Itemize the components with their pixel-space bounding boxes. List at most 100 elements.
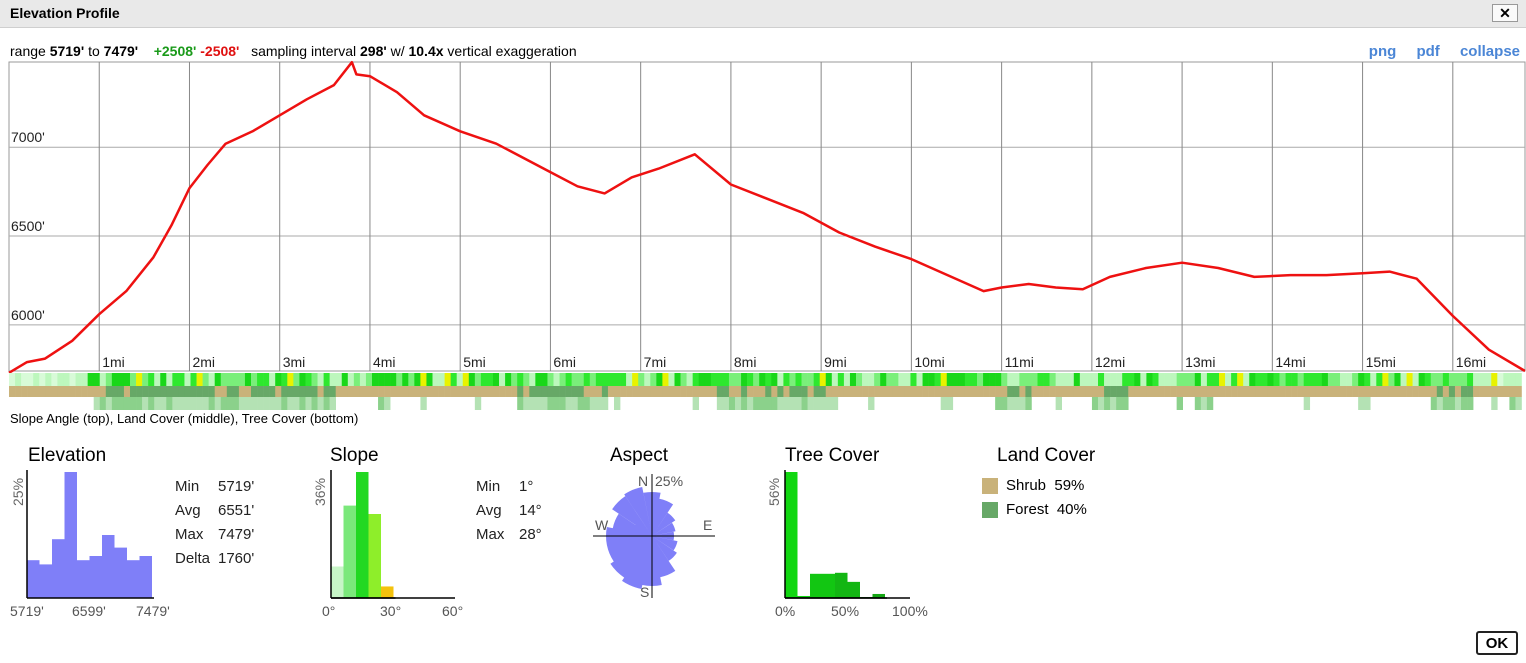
slope-cell xyxy=(408,373,415,386)
slope-bar xyxy=(356,472,369,598)
tree-cover-cell xyxy=(311,397,318,410)
slope-cell xyxy=(281,373,288,386)
land-cover-cell xyxy=(535,386,542,397)
slope-cell xyxy=(607,373,615,386)
slope-cell xyxy=(232,373,240,386)
land-cover-cell xyxy=(656,386,663,397)
land-cover-cell xyxy=(849,386,857,397)
tree-cover-cell xyxy=(287,397,294,410)
close-button[interactable]: ✕ xyxy=(1492,4,1518,22)
land-cover-cell xyxy=(1073,386,1081,397)
land-cover-cell xyxy=(1285,386,1292,397)
elevation-bar xyxy=(114,547,127,598)
land-cover-row: Forest 40% xyxy=(982,501,1087,518)
stat-value: 7479' xyxy=(218,526,255,543)
slope-cell xyxy=(1013,373,1020,386)
land-cover-cell xyxy=(837,386,845,397)
land-cover-cell xyxy=(517,386,524,397)
x-tick-label: 5mi xyxy=(463,354,486,370)
slope-cell xyxy=(952,373,960,386)
land-cover-cell xyxy=(819,386,827,397)
slope-cell xyxy=(1170,373,1177,386)
slope-cell xyxy=(547,373,554,386)
land-cover-cell xyxy=(789,386,796,397)
tree-cover-cell xyxy=(317,397,324,410)
slope-cell xyxy=(1497,373,1504,386)
collapse-link[interactable]: collapse xyxy=(1459,43,1520,60)
tree-cover-cell xyxy=(384,397,391,410)
tree-cover-cell xyxy=(257,397,264,410)
slope-cell xyxy=(480,373,488,386)
tree-cover-cell xyxy=(728,397,736,410)
land-cover-cell xyxy=(232,386,240,397)
land-cover-cell xyxy=(1418,386,1425,397)
land-cover-cell xyxy=(1461,386,1468,397)
tree-cover-cell xyxy=(795,397,802,410)
tree-cover-cell xyxy=(1461,397,1468,410)
land-cover-cell xyxy=(1515,386,1522,397)
slope-cell xyxy=(644,373,651,386)
land-cover-cell xyxy=(1049,386,1056,397)
land-cover-cell xyxy=(1382,386,1389,397)
tree-cover-cell xyxy=(813,397,820,410)
slope-x-min: 0° xyxy=(322,603,336,619)
slope-cell xyxy=(741,373,748,386)
slope-cell xyxy=(172,373,179,386)
slope-cell xyxy=(1219,373,1226,386)
land-cover-cell xyxy=(547,386,554,397)
land-cover-cell xyxy=(1291,386,1298,397)
x-tick-label: 12mi xyxy=(1095,354,1125,370)
tree-cover-cell xyxy=(323,397,330,410)
land-cover-cell xyxy=(365,386,373,397)
slope-cell xyxy=(148,373,155,386)
tree-cover-cell xyxy=(111,397,119,410)
land-cover-cell xyxy=(952,386,960,397)
land-cover-cell xyxy=(674,386,681,397)
slope-cell xyxy=(1098,373,1105,386)
png-link[interactable]: png xyxy=(1368,43,1397,60)
slope-cell xyxy=(499,373,506,386)
export-links: png pdf collapse xyxy=(1353,43,1520,60)
slope-cell xyxy=(220,373,228,386)
stat-value: 1760' xyxy=(218,550,255,567)
tree-cover-cell xyxy=(238,397,246,410)
slope-cell xyxy=(63,373,70,386)
slope-cell xyxy=(765,373,772,386)
slope-cell xyxy=(142,373,149,386)
slope-x-mid: 30° xyxy=(380,603,402,619)
land-cover-cell xyxy=(716,386,724,397)
land-cover-cell xyxy=(928,386,935,397)
slope-cell xyxy=(178,373,185,386)
slope-bar xyxy=(368,514,381,598)
slope-cell xyxy=(922,373,929,386)
tree-cover-cell xyxy=(940,397,948,410)
slope-cell xyxy=(662,373,669,386)
slope-cell xyxy=(287,373,294,386)
elevation-bar xyxy=(27,560,40,598)
land-cover-cell xyxy=(178,386,185,397)
x-tick-label: 1mi xyxy=(102,354,125,370)
pdf-link[interactable]: pdf xyxy=(1416,43,1440,60)
land-cover-cell xyxy=(160,386,167,397)
tree-cover-cell xyxy=(765,397,772,410)
ok-button[interactable]: OK xyxy=(1476,631,1518,655)
land-cover-cell xyxy=(765,386,772,397)
slope-cell xyxy=(1279,373,1286,386)
land-cover-cell xyxy=(359,386,367,397)
slope-cell xyxy=(51,373,58,386)
land-cover-cell xyxy=(686,386,693,397)
slope-cell xyxy=(1200,373,1208,386)
stat-row: Avg 14° xyxy=(476,502,542,519)
land-cover-cell xyxy=(1497,386,1504,397)
slope-cell xyxy=(747,373,754,386)
slope-cell xyxy=(722,373,730,386)
tree-cover-cell xyxy=(154,397,161,410)
land-cover-cell xyxy=(1019,386,1026,397)
stat-key: Avg xyxy=(175,502,201,519)
land-cover-cell xyxy=(263,386,270,397)
land-cover-cell xyxy=(1454,386,1462,397)
slope-cell xyxy=(886,373,893,386)
tree-cover-cell xyxy=(1194,397,1202,410)
land-cover-cell xyxy=(1388,386,1395,397)
slope-cell xyxy=(196,373,203,386)
